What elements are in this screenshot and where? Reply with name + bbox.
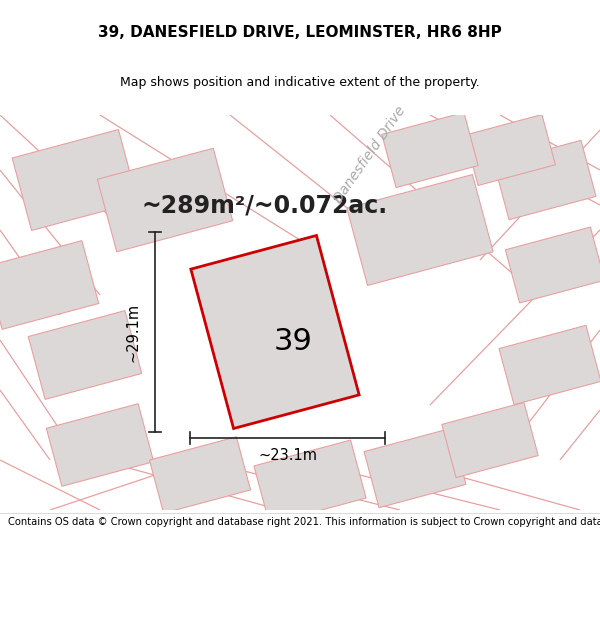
Text: ~289m²/~0.072ac.: ~289m²/~0.072ac. bbox=[142, 193, 388, 217]
Text: ~29.1m: ~29.1m bbox=[125, 302, 140, 361]
Polygon shape bbox=[442, 402, 538, 478]
Polygon shape bbox=[191, 236, 359, 429]
Polygon shape bbox=[149, 437, 251, 513]
Polygon shape bbox=[28, 311, 142, 399]
Text: 39, DANESFIELD DRIVE, LEOMINSTER, HR6 8HP: 39, DANESFIELD DRIVE, LEOMINSTER, HR6 8H… bbox=[98, 25, 502, 40]
Text: Contains OS data © Crown copyright and database right 2021. This information is : Contains OS data © Crown copyright and d… bbox=[8, 517, 600, 527]
Polygon shape bbox=[12, 129, 138, 231]
Polygon shape bbox=[464, 114, 556, 186]
Polygon shape bbox=[46, 404, 154, 486]
Polygon shape bbox=[505, 227, 600, 303]
Polygon shape bbox=[97, 148, 233, 252]
Text: ~23.1m: ~23.1m bbox=[258, 449, 317, 464]
Polygon shape bbox=[347, 174, 493, 286]
Polygon shape bbox=[364, 428, 466, 508]
Text: 39: 39 bbox=[274, 328, 313, 356]
Polygon shape bbox=[254, 440, 366, 524]
Polygon shape bbox=[499, 326, 600, 404]
Polygon shape bbox=[382, 112, 478, 188]
Polygon shape bbox=[0, 241, 99, 329]
Polygon shape bbox=[494, 141, 596, 219]
Text: Map shows position and indicative extent of the property.: Map shows position and indicative extent… bbox=[120, 76, 480, 89]
Text: Danesfield Drive: Danesfield Drive bbox=[331, 104, 409, 206]
